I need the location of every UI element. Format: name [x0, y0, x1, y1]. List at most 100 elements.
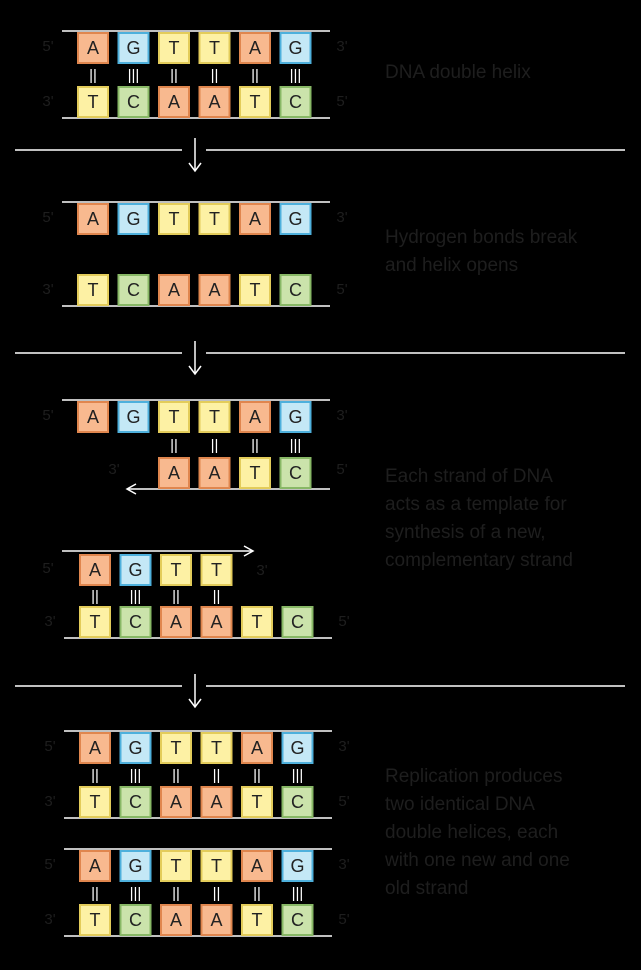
base-box: [279, 274, 312, 306]
base-letter: T: [209, 209, 220, 229]
base-box: [158, 274, 190, 306]
base-letter: A: [170, 910, 182, 930]
base-letter: C: [127, 280, 140, 300]
hydrogen-bond: ||: [172, 767, 180, 784]
arrowhead: [243, 545, 255, 557]
base-box: [281, 904, 314, 936]
base-box: [198, 32, 231, 64]
hydrogen-bond: |||: [292, 885, 304, 902]
end-label: 5': [336, 93, 347, 110]
hydrogen-bond: |||: [130, 885, 142, 902]
base-box: [279, 86, 312, 118]
base-box: [239, 401, 271, 433]
separator: [15, 138, 625, 173]
base-letter: A: [170, 792, 182, 812]
caption: and helix opens: [385, 255, 518, 276]
base-letter: A: [87, 209, 99, 229]
separator: [15, 341, 625, 376]
end-label: 3': [336, 407, 347, 424]
base-box: [239, 32, 271, 64]
hydrogen-bond: ||: [253, 885, 261, 902]
end-label: 3': [336, 209, 347, 226]
base-letter: A: [89, 560, 101, 580]
base-letter: T: [211, 856, 222, 876]
base-box: [117, 274, 150, 306]
caption: double helices, each: [385, 822, 558, 843]
base-box: [200, 732, 233, 764]
hydrogen-bond: ||: [213, 588, 221, 605]
base-box: [160, 786, 192, 818]
base-letter: T: [252, 612, 263, 632]
base-letter: T: [88, 280, 99, 300]
base-letter: A: [89, 738, 101, 758]
base-letter: A: [210, 910, 222, 930]
end-label: 5': [44, 856, 55, 873]
base-letter: G: [126, 38, 140, 58]
base-box: [239, 457, 271, 489]
hydrogen-bond: ||: [91, 767, 99, 784]
end-label: 3': [42, 281, 53, 298]
base-letter: G: [288, 38, 302, 58]
base-box: [119, 732, 152, 764]
caption: Replication produces: [385, 766, 562, 787]
base-letter: G: [290, 856, 304, 876]
base-box: [158, 457, 190, 489]
base-box: [279, 457, 312, 489]
hydrogen-bond: ||: [253, 767, 261, 784]
base-box: [158, 86, 190, 118]
base-box: [79, 554, 111, 586]
base-letter: A: [249, 38, 261, 58]
hydrogen-bond: ||: [91, 588, 99, 605]
base-box: [198, 401, 231, 433]
end-label: 5': [42, 407, 53, 424]
caption: complementary strand: [385, 550, 573, 571]
caption: Each strand of DNA: [385, 466, 553, 487]
hydrogen-bond: |||: [128, 67, 140, 84]
base-box: [119, 554, 152, 586]
base-letter: C: [289, 92, 302, 112]
base-box: [77, 32, 109, 64]
base-box: [160, 732, 192, 764]
base-letter: C: [129, 792, 142, 812]
end-label: 3': [42, 93, 53, 110]
caption: Hydrogen bonds break: [385, 227, 578, 248]
base-box: [158, 203, 190, 235]
base-letter: A: [168, 463, 180, 483]
hydrogen-bond: |||: [292, 767, 304, 784]
base-letter: C: [291, 910, 304, 930]
base-box: [241, 904, 273, 936]
base-box: [160, 850, 192, 882]
caption: with one new and one: [384, 850, 570, 871]
base-letter: A: [87, 407, 99, 427]
base-letter: T: [171, 560, 182, 580]
base-letter: T: [171, 738, 182, 758]
base-box: [119, 606, 152, 638]
end-label: 5': [42, 38, 53, 55]
base-letter: A: [210, 612, 222, 632]
base-letter: A: [89, 856, 101, 876]
base-letter: T: [90, 910, 101, 930]
end-label: 3': [44, 793, 55, 810]
base-box: [79, 850, 111, 882]
hydrogen-bond: ||: [213, 885, 221, 902]
base-letter: T: [169, 38, 180, 58]
base-letter: T: [209, 407, 220, 427]
end-label: 5': [338, 613, 349, 630]
end-label: 3': [108, 461, 119, 478]
base-letter: G: [290, 738, 304, 758]
hydrogen-bond: ||: [170, 437, 178, 454]
base-letter: A: [168, 92, 180, 112]
base-letter: T: [90, 792, 101, 812]
hydrogen-bond: ||: [211, 437, 219, 454]
base-letter: C: [129, 910, 142, 930]
base-box: [241, 786, 273, 818]
end-label: 5': [338, 911, 349, 928]
base-box: [281, 850, 314, 882]
base-letter: T: [211, 560, 222, 580]
end-label: 5': [338, 793, 349, 810]
base-letter: A: [208, 280, 220, 300]
arrowhead: [125, 483, 137, 495]
base-letter: G: [126, 407, 140, 427]
base-letter: A: [168, 280, 180, 300]
